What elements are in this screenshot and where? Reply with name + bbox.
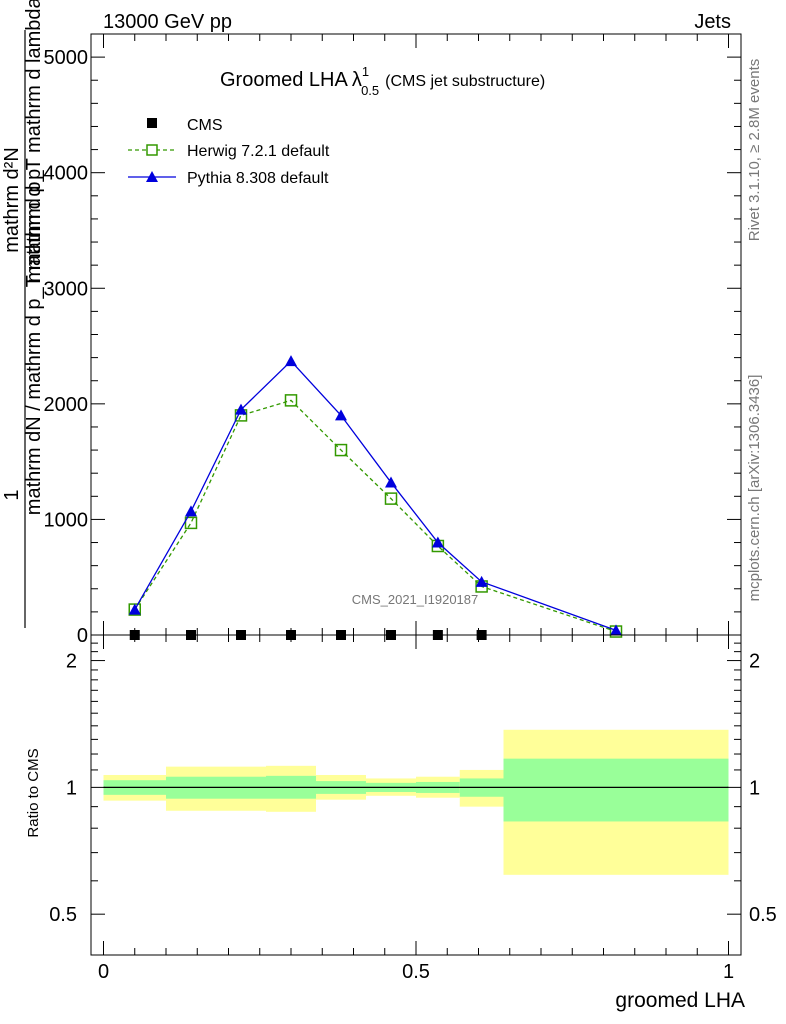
data-point-herwig — [384, 492, 398, 505]
ratio-y-tick-label: 0.5 — [49, 904, 77, 926]
ratio-y-tick-label: 2 — [66, 651, 77, 673]
ratio-y-tick-labels: 0.5 0.5 1 1 2 2 — [49, 651, 777, 927]
header-energy: 13000 GeV pp — [103, 11, 232, 33]
main-y-tick-labels: 0 1000 2000 3000 4000 5000 — [44, 47, 89, 647]
data-point-herwig — [334, 443, 348, 457]
analysis-watermark: CMS_2021_I1920187 — [352, 592, 479, 607]
ratio-inner-band — [503, 758, 729, 822]
x-tick-label: 0.5 — [402, 961, 430, 983]
title-main: Groomed LHA — [220, 69, 348, 91]
legend-cms-label: CMS — [187, 117, 223, 134]
y-tick-label: 4000 — [44, 163, 89, 185]
y-tick-label: 3000 — [44, 278, 89, 300]
data-point-pythia — [128, 603, 141, 615]
data-point-pythia — [385, 476, 397, 488]
ylabel-denominator: mathrm d p_T mathrm d lambda — [23, 0, 45, 283]
title-symbol: λ — [352, 69, 362, 91]
y-tick-label: 2000 — [44, 394, 89, 416]
data-point-pythia — [335, 409, 347, 421]
data-point-pythia — [475, 575, 488, 587]
legend-pythia-label: Pythia 8.308 default — [187, 170, 329, 187]
ratio-y-tick-label-right: 2 — [749, 651, 760, 673]
ratio-y-tick-label-right: 1 — [749, 777, 760, 799]
ratio-y-axis-label: Ratio to CMS — [25, 748, 42, 837]
data-point-pythia — [235, 403, 247, 415]
y-tick-label: 5000 — [44, 47, 89, 69]
data-point-herwig — [284, 394, 298, 407]
plot-title: Groomed LHA λ1 0.5 (CMS jet substructure) — [220, 64, 545, 98]
series-line-2 — [134, 360, 617, 631]
y-tick-label: 1000 — [44, 509, 89, 531]
series-line-1 — [134, 399, 617, 633]
x-tick-labels: 0 0.5 1 — [98, 961, 734, 983]
ylabel-numerator: mathrm d²N — [1, 147, 23, 253]
data-point-pythia — [610, 624, 622, 636]
header-process: Jets — [694, 11, 731, 33]
title-subscript: 0.5 — [361, 83, 379, 98]
legend-cms-marker — [147, 118, 157, 128]
title-subtitle: (CMS jet substructure) — [385, 73, 545, 90]
legend-herwig-label: Herwig 7.2.1 default — [187, 143, 330, 160]
ylabel-prefix-top: 1 — [1, 489, 23, 500]
mcplots-label: mcplots.cern.ch [arXiv:1306.3436] — [746, 375, 763, 602]
main-y-axis-label: 1 mathrm dN / mathrm d p_T mathrm d p ma… — [1, 0, 45, 628]
data-point-pythia — [431, 536, 444, 548]
x-axis-label: groomed LHA — [615, 989, 745, 1012]
ratio-bands — [103, 729, 729, 875]
main-plot-ticks — [91, 33, 741, 636]
title-superscript: 1 — [362, 64, 369, 79]
ratio-y-tick-label-right: 0.5 — [749, 904, 777, 926]
y-tick-label: 0 — [77, 625, 88, 647]
ratio-y-tick-label: 1 — [66, 777, 77, 799]
data-point-pythia — [285, 355, 297, 367]
legend: CMS Herwig 7.2.1 default Pythia 8.308 de… — [128, 117, 330, 187]
data-point-herwig — [184, 516, 198, 530]
legend-pythia-marker — [146, 171, 158, 182]
ratio-plot-ticks — [91, 635, 741, 955]
legend-herwig-marker — [146, 144, 158, 156]
rivet-label: Rivet 3.1.10, ≥ 2.8M events — [746, 59, 763, 242]
ylabel-prefix-bottom: mathrm dN / mathrm d p_T mathrm d p — [23, 169, 45, 515]
x-tick-label: 0 — [98, 961, 109, 983]
x-tick-label: 1 — [723, 961, 734, 983]
data-point-pythia — [185, 505, 197, 517]
